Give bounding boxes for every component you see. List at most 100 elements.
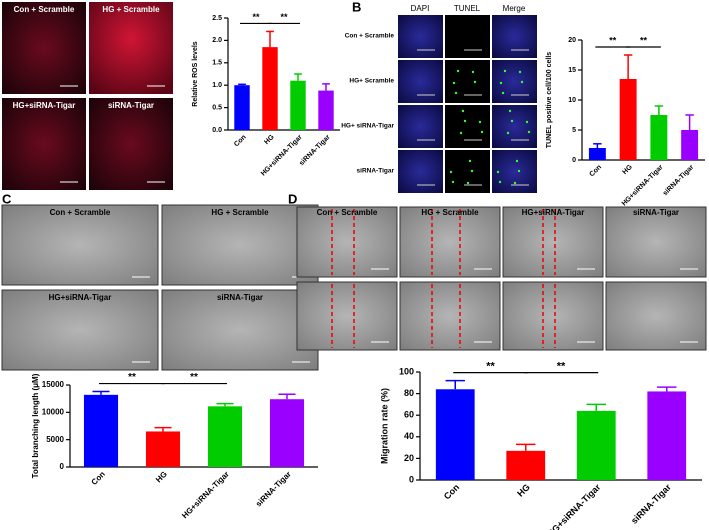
- stain-dot: [506, 131, 510, 135]
- micrograph: [161, 204, 319, 286]
- row-label: HG+ Scramble: [349, 78, 394, 85]
- column-header: DAPI: [411, 4, 430, 13]
- micrograph: [605, 206, 707, 278]
- y-tick-label: 15: [568, 67, 576, 74]
- stain-dot: [454, 91, 458, 95]
- bar: [588, 148, 606, 160]
- y-tick-label: 2.5: [212, 15, 222, 22]
- error-bar: [322, 83, 330, 91]
- image-label: siRNA-Tigar: [633, 208, 679, 217]
- micrograph: [89, 98, 173, 190]
- bar: [234, 85, 250, 130]
- bar: [650, 115, 668, 160]
- y-tick-label: 20: [568, 37, 576, 44]
- y-tick-label: 20: [404, 453, 414, 463]
- y-tick-label: 0: [60, 462, 65, 471]
- micrograph: [502, 281, 604, 351]
- bar: [290, 80, 306, 130]
- stain-dot: [496, 170, 500, 174]
- stain-dot: [471, 70, 475, 74]
- stain-dot: [468, 159, 472, 163]
- bar: [435, 389, 475, 480]
- micrograph: [398, 15, 443, 58]
- significance-label: **: [609, 35, 617, 45]
- image-label: HG + Scramble: [211, 208, 269, 217]
- x-tick-label: HG+siRNA-Tigar: [545, 482, 602, 530]
- x-tick-label: HG: [154, 470, 169, 485]
- y-axis-label: Relative ROS levels: [192, 41, 199, 106]
- micrograph: [492, 105, 537, 148]
- image-label: siRNA-Tigar: [217, 293, 263, 302]
- y-axis-label: TUNEL positive cell/100 cells: [546, 52, 553, 148]
- micrograph: [296, 206, 398, 278]
- stain-dot: [501, 91, 505, 95]
- error-bar: [266, 30, 274, 48]
- stain-dot: [451, 180, 455, 184]
- significance-label: **: [557, 361, 566, 373]
- error-bar: [685, 114, 694, 130]
- error-bar: [445, 379, 465, 390]
- micrograph: [492, 15, 537, 58]
- micrograph: [1, 204, 159, 286]
- stain-dot: [527, 130, 531, 134]
- bar: [506, 450, 546, 480]
- stain-dot: [520, 80, 524, 84]
- image-label: HG+siRNA-Tigar: [13, 101, 76, 110]
- stain-dot: [513, 181, 517, 185]
- bar: [262, 47, 278, 131]
- y-tick-label: 40: [404, 431, 414, 441]
- micrograph: [398, 150, 443, 193]
- error-bar: [516, 443, 536, 451]
- micrograph: [2, 2, 86, 94]
- y-axis-label: Migration rate (%): [379, 388, 389, 464]
- stain-dot: [480, 130, 484, 134]
- column-header: Merge: [503, 4, 526, 13]
- x-tick-label: Con: [90, 469, 107, 486]
- stain-dot: [518, 70, 522, 74]
- y-axis-label: Total branching length (μM): [31, 373, 40, 478]
- error-bar: [586, 403, 606, 411]
- y-tick-label: 10: [568, 97, 576, 104]
- image-label: HG + Scramble: [421, 208, 479, 217]
- stain-dot: [461, 109, 465, 113]
- micrograph: [492, 150, 537, 193]
- image-label: HG + Scramble: [102, 5, 160, 14]
- significance-label: **: [280, 12, 288, 22]
- micrograph: [399, 206, 501, 278]
- stain-dot: [510, 119, 514, 123]
- stain-dot: [456, 69, 460, 73]
- significance-label: **: [640, 35, 648, 45]
- micrograph: [89, 2, 173, 94]
- micrograph: [605, 281, 707, 351]
- stain-dot: [449, 170, 453, 174]
- image-label: HG+siRNA-Tigar: [49, 293, 112, 302]
- micrograph: [296, 281, 398, 351]
- stain-dot: [478, 120, 482, 124]
- x-tick-label: Con: [233, 134, 248, 149]
- panel-label: D: [288, 191, 297, 206]
- column-header: TUNEL: [454, 4, 481, 13]
- x-tick-label: HG: [515, 482, 532, 499]
- x-tick-label: Con: [442, 482, 461, 501]
- stain-dot: [503, 69, 507, 73]
- image-label: Con + Scramble: [317, 208, 378, 217]
- bar: [576, 410, 616, 480]
- y-tick-label: 1.5: [212, 60, 222, 67]
- micrograph: [399, 281, 501, 351]
- micrograph: [445, 60, 490, 103]
- bar: [318, 90, 334, 130]
- bar: [145, 431, 181, 467]
- image-label: siRNA-Tigar: [108, 101, 154, 110]
- row-label: Con + Scramble: [345, 33, 395, 40]
- significance-label: **: [252, 12, 260, 22]
- y-tick-label: 15000: [42, 380, 65, 389]
- stain-dot: [508, 109, 512, 113]
- micrograph: [398, 60, 443, 103]
- stain-dot: [473, 80, 477, 84]
- y-tick-label: 0: [572, 157, 576, 164]
- x-tick-label: HG+siRNA-Tigar: [180, 470, 231, 521]
- micrograph: [1, 289, 159, 371]
- y-tick-label: 0: [409, 474, 414, 484]
- significance-label: **: [486, 361, 495, 373]
